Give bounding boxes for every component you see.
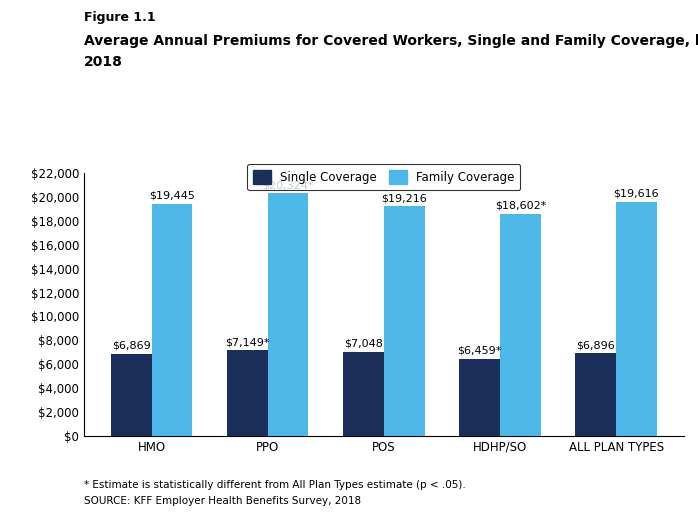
Text: $6,459*: $6,459* <box>457 345 502 356</box>
Text: $6,869: $6,869 <box>112 341 151 351</box>
Text: $7,149*: $7,149* <box>225 338 269 348</box>
Bar <box>616 202 657 436</box>
Bar <box>268 193 309 436</box>
Legend: Single Coverage, Family Coverage: Single Coverage, Family Coverage <box>247 164 521 190</box>
Bar <box>384 206 424 436</box>
Text: 2018: 2018 <box>84 55 123 69</box>
Text: $18,602*: $18,602* <box>495 201 546 211</box>
Text: * Estimate is statistically different from All Plan Types estimate (p < .05).: * Estimate is statistically different fr… <box>84 480 466 490</box>
Text: $19,616: $19,616 <box>614 188 659 199</box>
Text: $6,896: $6,896 <box>577 341 615 351</box>
Text: Average Annual Premiums for Covered Workers, Single and Family Coverage, by Plan: Average Annual Premiums for Covered Work… <box>84 34 698 48</box>
Text: Figure 1.1: Figure 1.1 <box>84 10 156 24</box>
Text: $20,324*: $20,324* <box>262 180 314 190</box>
Bar <box>227 351 268 436</box>
Bar <box>343 352 384 436</box>
Bar <box>575 353 616 436</box>
Text: SOURCE: KFF Employer Health Benefits Survey, 2018: SOURCE: KFF Employer Health Benefits Sur… <box>84 496 361 506</box>
Text: $7,048: $7,048 <box>344 339 383 349</box>
Bar <box>500 214 541 436</box>
Text: $19,445: $19,445 <box>149 191 195 201</box>
Bar <box>111 354 151 436</box>
Text: $19,216: $19,216 <box>381 194 427 204</box>
Bar <box>151 204 193 436</box>
Bar <box>459 359 500 436</box>
